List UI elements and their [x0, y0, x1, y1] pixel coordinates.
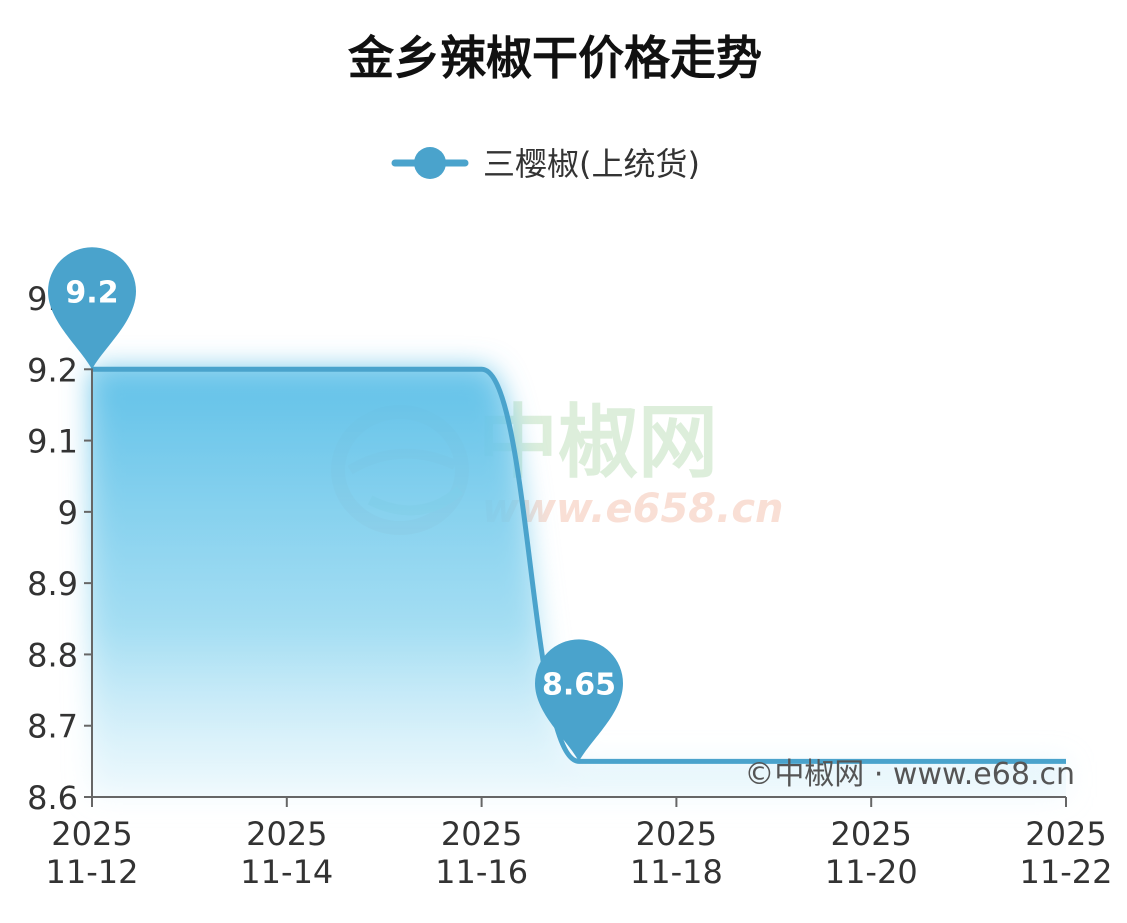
- y-tick-label: 8.7: [27, 708, 78, 746]
- x-tick-year: 2025: [636, 815, 717, 853]
- x-tick-year: 2025: [246, 815, 327, 853]
- x-tick-date: 11-22: [1020, 853, 1113, 891]
- x-tick-year: 2025: [1025, 815, 1106, 853]
- y-tick-label: 8.8: [27, 636, 78, 674]
- legend[interactable]: 三樱椒(上统货): [391, 145, 700, 183]
- series-area: [92, 369, 1066, 797]
- y-tick-label: 9: [58, 494, 78, 532]
- x-tick-date: 11-14: [240, 853, 333, 891]
- chart-title: 金乡辣椒干价格走势: [347, 31, 762, 85]
- value-pin-icon: [535, 639, 623, 762]
- legend-label: 三樱椒(上统货): [483, 145, 700, 183]
- copyright-text: ©中椒网 · www.e68.cn: [744, 757, 1075, 792]
- x-tick-date: 11-16: [435, 853, 528, 891]
- plot-area: 8.68.78.88.999.19.29.3202511-12202511-14…: [27, 247, 1112, 891]
- series-line: [92, 366, 1066, 764]
- x-tick-date: 11-12: [46, 853, 139, 891]
- y-tick-label: 8.6: [27, 779, 78, 817]
- watermark-url: www.e658.cn: [482, 486, 784, 532]
- x-tick-year: 2025: [441, 815, 522, 853]
- x-tick-date: 11-20: [825, 853, 918, 891]
- value-pin-label: 8.65: [542, 667, 616, 702]
- legend-marker-icon: [414, 147, 446, 179]
- y-tick-label: 8.9: [27, 565, 78, 603]
- x-tick-year: 2025: [51, 815, 132, 853]
- x-tick-year: 2025: [830, 815, 911, 853]
- value-pin-icon: [48, 247, 136, 370]
- y-tick-label: 9.2: [27, 351, 78, 389]
- y-tick-label: 9.1: [27, 423, 78, 461]
- x-tick-date: 11-18: [630, 853, 723, 891]
- value-pin-label: 9.2: [65, 275, 118, 310]
